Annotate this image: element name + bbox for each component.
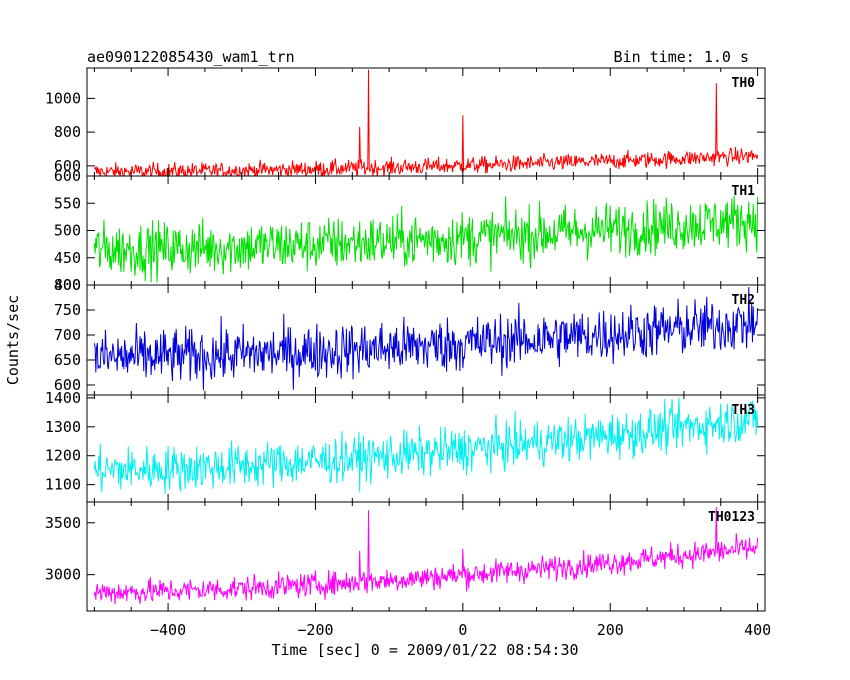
y-tick-label: 1100 [45,476,81,494]
series-th3 [93,397,759,494]
y-tick-label: 1000 [45,89,81,107]
y-axis-label: Counts/sec [4,295,22,385]
chart-title: ae090122085430_wam1_trn [87,48,295,66]
y-tick-label: 3000 [45,566,81,584]
y-tick-label: 450 [54,249,81,267]
y-tick-label: 800 [54,123,81,141]
y-tick-label: 400 [54,276,81,294]
panels: 600 800 1000 TH0 400 450 500 550 600 TH1 600 650 700… [45,67,766,612]
bin-time-label: Bin time: 1.0 s [614,48,749,66]
y-tick-label: 750 [54,301,81,319]
series-th1 [93,195,759,283]
x-tick-label: 200 [597,621,624,639]
x-tick-label: −200 [297,621,333,639]
y-tick-label: 600 [54,376,81,394]
y-tick-label: 500 [54,222,81,240]
panel-label: TH3 [732,403,755,418]
panel-th0: 600 800 1000 TH0 [45,67,766,177]
y-tick-label: 550 [54,194,81,212]
y-tick-label: 1200 [45,447,81,465]
series-th2 [93,286,759,391]
panel-th1: 400 450 500 550 600 TH1 [54,167,766,294]
y-tick-label: 800 [54,276,81,294]
x-tick-label: −400 [150,621,186,639]
panel-th2: 600 650 700 750 800 TH2 [54,276,766,396]
panel-th0123: 3000 3500 TH0123 [45,501,766,612]
y-tick-label: 600 [54,157,81,175]
panel-label: TH1 [732,184,756,199]
series-th0 [93,69,759,176]
x-axis: −400 −200 0 200 400 [150,621,771,639]
series-th0123 [93,507,759,605]
panel-label: TH0123 [708,510,755,525]
y-tick-label: 3500 [45,514,81,532]
panel-th3: 1100 1200 1300 1400 TH3 [45,389,766,503]
y-tick-label: 650 [54,351,81,369]
y-tick-label: 700 [54,326,81,344]
y-tick-label: 1300 [45,418,81,436]
panel-label: TH2 [732,293,755,308]
y-tick-label: 1400 [45,389,81,407]
y-tick-label: 600 [54,167,81,185]
panel-label: TH0 [732,76,756,91]
x-tick-label: 0 [458,621,467,639]
x-tick-label: 400 [744,621,771,639]
x-axis-label: Time [sec] 0 = 2009/01/22 08:54:30 [271,641,578,659]
